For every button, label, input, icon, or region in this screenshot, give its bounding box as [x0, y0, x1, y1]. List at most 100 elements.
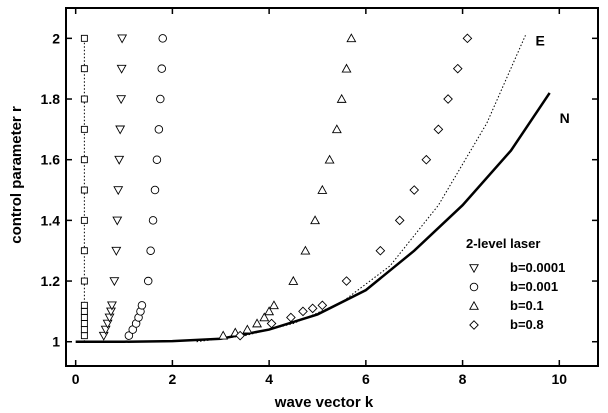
data-point-triangle-down — [98, 331, 109, 341]
data-point-triangle-up — [317, 184, 328, 194]
data-point-square — [80, 320, 88, 327]
data-point-triangle-down — [109, 277, 120, 287]
legend-entry-label: b=0.1 — [510, 298, 544, 313]
data-point-triangle-up — [310, 215, 321, 225]
data-point-triangle-up — [336, 93, 347, 103]
data-point-square — [80, 65, 88, 73]
data-markers — [80, 33, 473, 341]
data-point-triangle-up — [268, 300, 279, 310]
legend: 2-level laser b=0.0001 b=0.001 b=0.1 b=0.8 — [466, 236, 565, 332]
data-point-triangle-down — [116, 64, 127, 74]
data-point-triangle-down — [116, 95, 127, 105]
data-point-circle — [146, 246, 155, 255]
x-tick-label: 4 — [265, 371, 273, 387]
data-point-diamond — [266, 318, 277, 329]
plot-frame — [65, 7, 599, 367]
data-point-triangle-down — [104, 313, 115, 323]
data-point-triangle-down — [111, 246, 122, 256]
data-point-diamond — [409, 185, 420, 195]
data-point-square — [80, 186, 88, 194]
data-point-circle — [150, 185, 160, 195]
data-point-square — [80, 307, 88, 315]
legend-entry-label: b=0.8 — [510, 317, 544, 332]
data-point-square — [80, 216, 88, 224]
data-point-circle — [157, 64, 167, 73]
data-point-circle — [158, 34, 167, 43]
x-tick-label: 0 — [72, 371, 80, 387]
data-point-triangle-up — [259, 312, 270, 322]
curve-label-e: E — [535, 32, 544, 48]
y-tick-label: 1.2 — [41, 273, 61, 289]
data-point-triangle-down — [117, 34, 128, 44]
y-tick-label: 1.6 — [41, 152, 61, 168]
data-point-triangle-up — [288, 275, 299, 285]
data-point-diamond — [307, 303, 318, 314]
legend-marker-triangle-up — [469, 300, 479, 310]
data-point-diamond — [433, 124, 444, 135]
data-point-square — [80, 34, 88, 42]
data-point-square — [80, 301, 88, 309]
data-point-triangle-up — [300, 245, 311, 255]
y-tick-label: 1.8 — [41, 91, 61, 107]
curve-n — [75, 92, 551, 343]
data-point-circle — [152, 155, 162, 164]
data-point-triangle-up — [346, 33, 357, 43]
data-point-diamond — [286, 312, 296, 323]
y-tick-label: 2 — [52, 30, 60, 46]
data-point-circle — [156, 94, 165, 104]
data-point-triangle-up — [252, 318, 263, 328]
data-point-circle — [143, 276, 153, 286]
data-point-triangle-up — [242, 324, 253, 334]
data-point-diamond — [452, 63, 463, 74]
data-point-triangle-down — [112, 216, 123, 226]
data-point-square — [80, 326, 88, 334]
data-point-diamond — [462, 33, 473, 44]
curve-e — [196, 35, 526, 343]
data-point-square — [80, 247, 88, 255]
x-tick-label: 10 — [552, 371, 568, 387]
y-tick-label: 1 — [52, 334, 60, 350]
data-point-triangle-down — [113, 186, 124, 196]
data-point-diamond — [298, 306, 308, 317]
data-point-triangle-up — [264, 306, 275, 316]
data-point-triangle-up — [331, 124, 342, 134]
x-tick-label: 6 — [362, 371, 370, 387]
x-tick-label: 2 — [169, 371, 177, 387]
data-point-square — [80, 314, 88, 321]
legend-marker-circle — [469, 282, 479, 292]
legend-marker-triangle-down — [469, 264, 479, 274]
data-point-square — [80, 125, 88, 133]
x-axis-label: wave vector k — [274, 394, 374, 411]
data-point-triangle-up — [324, 154, 335, 164]
data-point-circle — [154, 125, 164, 134]
data-point-diamond — [235, 330, 245, 341]
data-point-diamond — [317, 300, 328, 311]
data-point-circle — [148, 216, 158, 225]
data-point-circle — [137, 301, 147, 310]
data-point-diamond — [443, 94, 453, 104]
data-point-triangle-up — [341, 63, 352, 73]
legend-entry-label: b=0.001 — [510, 279, 558, 294]
data-point-square — [80, 156, 88, 164]
data-point-triangle-down — [115, 125, 126, 135]
curve-label-n: N — [560, 110, 570, 126]
data-point-diamond — [394, 215, 405, 226]
data-point-triangle-down — [106, 301, 117, 311]
data-point-square — [80, 332, 88, 340]
axes: 0 2 4 6 8 10 1 1.2 1.4 1.6 1.8 2 — [41, 7, 599, 387]
data-point-diamond — [341, 276, 352, 286]
data-point-circle — [124, 331, 134, 340]
data-point-diamond — [421, 154, 432, 165]
x-tick-label: 8 — [459, 371, 467, 387]
data-point-triangle-up — [218, 330, 229, 340]
legend-title: 2-level laser — [466, 236, 540, 251]
data-point-square — [80, 95, 88, 103]
y-tick-label: 1.4 — [41, 212, 61, 228]
legend-marker-diamond — [469, 320, 479, 330]
y-axis-label: control parameter r — [8, 106, 25, 244]
legend-entry-label: b=0.0001 — [510, 260, 565, 275]
data-point-diamond — [375, 245, 386, 256]
data-point-triangle-down — [114, 155, 125, 165]
data-point-square — [80, 277, 88, 285]
